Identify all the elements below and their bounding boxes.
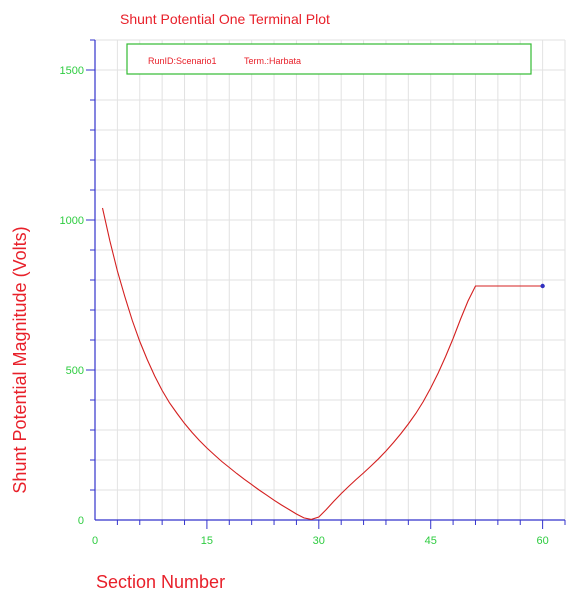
grid [95, 39, 566, 520]
y-tick-label: 500 [66, 365, 84, 377]
y-axis-label: Shunt Potential Magnitude (Volts) [10, 226, 30, 493]
legend-box [126, 43, 532, 75]
series-line [101, 207, 543, 520]
y-tick-label: 0 [78, 515, 84, 527]
series [101, 207, 545, 520]
legend: RunID:Scenario1 Term.:Harbata [126, 43, 532, 75]
x-tick-label: 15 [201, 535, 213, 547]
legend-item-runid: RunID:Scenario1 [148, 56, 217, 66]
x-axis-label: Section Number [96, 572, 225, 592]
legend-item-term: Term.:Harbata [244, 56, 301, 66]
series-end-marker [540, 283, 545, 289]
chart-title: Shunt Potential One Terminal Plot [120, 11, 330, 27]
y-tick-label: 1000 [60, 215, 84, 227]
ticks: 0 500 1000 1500 0 15 30 45 60 [60, 39, 566, 547]
x-tick-label: 30 [313, 535, 325, 547]
x-tick-label: 45 [425, 535, 437, 547]
y-tick-label: 1500 [60, 65, 84, 77]
x-tick-label: 0 [92, 535, 98, 547]
x-tick-label: 60 [536, 535, 548, 547]
